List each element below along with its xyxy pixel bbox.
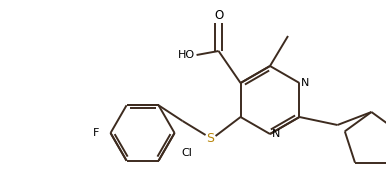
Text: Cl: Cl xyxy=(181,148,192,158)
Text: N: N xyxy=(301,78,310,88)
Text: HO: HO xyxy=(178,50,195,60)
Text: F: F xyxy=(93,128,100,138)
Text: S: S xyxy=(207,132,215,145)
Text: N: N xyxy=(272,129,280,139)
Text: O: O xyxy=(214,8,223,22)
